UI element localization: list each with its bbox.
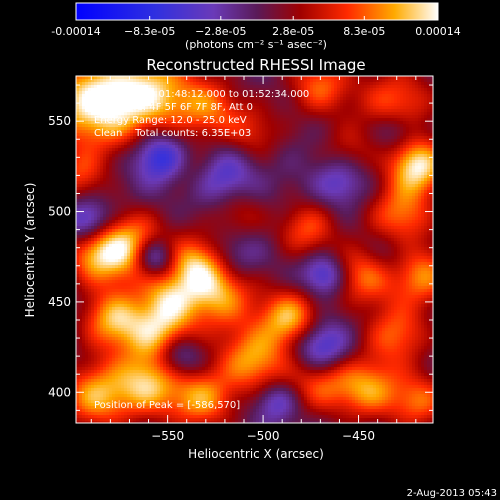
annotation-time-range: 31-Jan-2010 01:48:12.000 to 01:52:34.000 (94, 89, 309, 100)
annotation-detectors: Detectors: 4F 5F 6F 7F 8F, Att 0 (94, 102, 253, 113)
y-axis-label: Heliocentric Y (arcsec) (23, 183, 37, 318)
y-tick-labels: 400 450 500 550 (48, 114, 71, 399)
colorbar-tick-labels: -0.00014 −8.3e-05 −2.8e-05 2.8e-05 8.3e-05 0.… (51, 25, 460, 38)
y-tick-label-3: 550 (48, 114, 71, 128)
annotation-energy: Energy Range: 12.0 - 25.0 keV (94, 115, 247, 126)
colorbar-frame (75, 2, 439, 21)
colorbar-tick-label-4: 8.3e-05 (343, 25, 385, 38)
image-area: −550 −500 −450 400 450 500 550 31-Jan-2010 01… (48, 75, 434, 443)
colorbar-tick-label-2: −2.8e-05 (195, 25, 246, 38)
x-tick-label-0: −550 (151, 429, 184, 443)
x-tick-labels: −550 −500 −450 (151, 429, 375, 443)
colorbar-fill (76, 3, 438, 20)
heatmap-canvas (76, 76, 433, 423)
heatmap-container (76, 76, 433, 423)
colorbar-tick-label-5: 0.00014 (415, 25, 461, 38)
colorbar-tick-label-1: −8.3e-05 (124, 25, 175, 38)
y-tick-label-0: 400 (48, 385, 71, 399)
x-tick-label-1: −500 (247, 429, 280, 443)
plot-frame (75, 75, 434, 424)
y-tick-label-2: 500 (48, 205, 71, 219)
colorbar-tick-label-0: -0.00014 (51, 25, 100, 38)
colorbar-tick-label-3: 2.8e-05 (272, 25, 314, 38)
colorbar-unit-label: (photons cm⁻² s⁻¹ asec⁻²) (185, 38, 327, 51)
chart-title: Reconstructed RHESSI Image (146, 56, 365, 74)
footer-date: 2-Aug-2013 05:43 (407, 488, 497, 499)
annotation-peak: Position of Peak = [-586,570] (94, 400, 240, 411)
annotation-clean: Clean Total counts: 6.35E+03 (94, 128, 251, 139)
axis-ticks (76, 76, 433, 423)
x-tick-label-2: −450 (342, 429, 375, 443)
x-axis-label: Heliocentric X (arcsec) (188, 447, 324, 461)
colorbar-ticks (75, 16, 439, 20)
colorbar: -0.00014 −8.3e-05 −2.8e-05 2.8e-05 8.3e-05 0.… (51, 2, 461, 51)
y-tick-label-1: 450 (48, 295, 71, 309)
